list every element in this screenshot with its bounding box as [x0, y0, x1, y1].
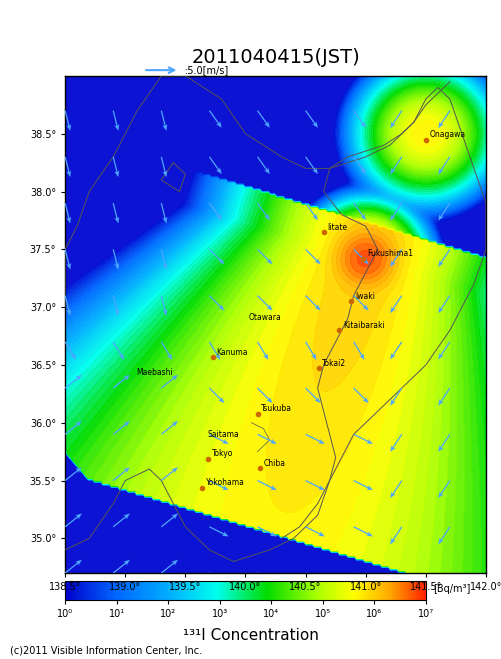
Text: Maebashi: Maebashi — [136, 368, 173, 378]
Text: Saitama: Saitama — [207, 430, 239, 439]
Text: Iitate: Iitate — [327, 223, 347, 232]
Text: Kitaibaraki: Kitaibaraki — [343, 321, 385, 330]
Text: Fukushima1: Fukushima1 — [367, 249, 413, 258]
Text: Tsukuba: Tsukuba — [261, 404, 292, 413]
Text: Iwaki: Iwaki — [355, 292, 375, 301]
Text: Tokai2: Tokai2 — [323, 359, 347, 368]
Text: ¹³¹I Concentration: ¹³¹I Concentration — [182, 629, 319, 643]
Text: Kanuma: Kanuma — [216, 347, 248, 357]
Text: Otawara: Otawara — [249, 313, 282, 322]
Text: 2011040415(JST): 2011040415(JST) — [191, 48, 360, 67]
Text: [Bq/m³]: [Bq/m³] — [433, 584, 471, 594]
Text: Chiba: Chiba — [264, 459, 286, 467]
Text: Onagawa: Onagawa — [429, 130, 465, 139]
Text: Tokyo: Tokyo — [212, 449, 233, 458]
Text: (c)2011 Visible Information Center, Inc.: (c)2011 Visible Information Center, Inc. — [10, 646, 202, 656]
Text: :5.0[m/s]: :5.0[m/s] — [185, 65, 229, 75]
Text: Yokohama: Yokohama — [206, 478, 244, 487]
